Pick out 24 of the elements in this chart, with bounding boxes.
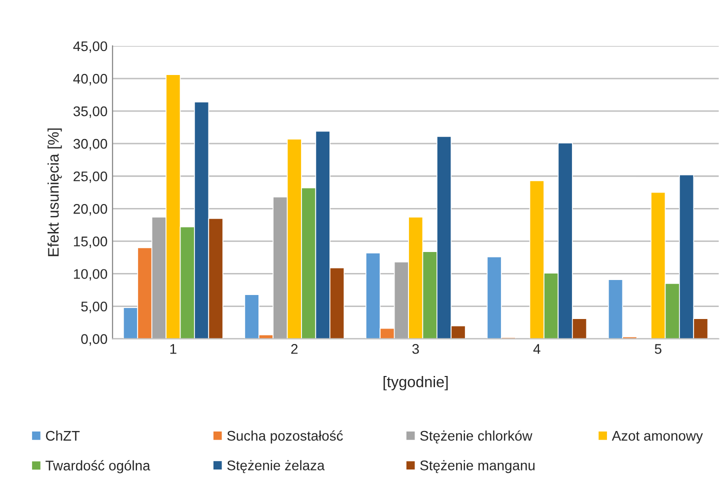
x-tick-label: 2 — [291, 344, 298, 354]
x-tick-label: 3 — [412, 344, 419, 354]
legend-label: Stężenie żelaza — [227, 460, 325, 474]
legend-label: Stężenie chlorków — [420, 430, 532, 444]
legend-label: Sucha pozostałość — [227, 430, 343, 444]
y-axis-title: Efekt usunięcia [%] — [48, 128, 62, 256]
y-tick-label: 5,00 — [81, 302, 108, 314]
x-axis-title: [tygodnie] — [384, 376, 448, 390]
y-tick-label: 30,00 — [73, 138, 108, 150]
y-tick-label: 35,00 — [73, 106, 108, 118]
y-tick-label: 25,00 — [74, 171, 108, 183]
y-tick-label: 15,00 — [74, 236, 108, 248]
x-tick-label: 4 — [533, 344, 540, 354]
legend-label: ChZT — [46, 430, 80, 441]
y-tick-label: 45,00 — [73, 41, 108, 53]
legend-label: Stężenie manganu — [420, 460, 535, 474]
legend-label: Twardość ogólna — [46, 460, 150, 474]
y-tick-label: 10,00 — [74, 269, 108, 281]
x-tick-label: 1 — [170, 344, 176, 354]
legend-label: Azot amonowy — [612, 431, 703, 444]
y-tick-label: 40,00 — [73, 74, 108, 86]
x-tick-label: 5 — [654, 344, 662, 354]
y-tick-label: 0,00 — [81, 334, 108, 346]
y-tick-label: 20,00 — [74, 204, 108, 216]
